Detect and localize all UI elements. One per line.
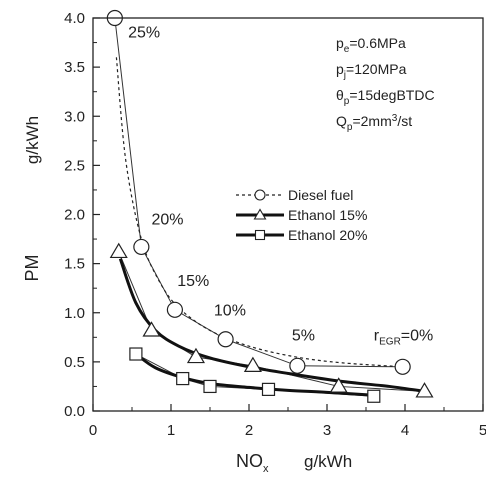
ethanol-20-curve [135, 352, 374, 397]
diesel-fuel-curve [115, 57, 403, 368]
ethanol-20-point [367, 389, 381, 403]
legend-marker-diesel-fuel [254, 189, 266, 201]
y-tick-label: 3.0 [64, 108, 85, 125]
y-tick-label: 0.5 [64, 354, 85, 371]
diesel-fuel-point [394, 358, 411, 375]
legend-label-ethanol-15: Ethanol 15% [288, 207, 367, 223]
y-tick-label: 0.0 [64, 403, 85, 420]
ethanol-15-point [243, 356, 262, 373]
conditions-box: pe=0.6MPa pj=120MPa θp=15degBTDC Qp=2mm3/st [336, 35, 435, 133]
axes: 0 1 2 3 4 5 0.0 0.5 1.0 1.5 2.0 2.5 3.0 3.5 4.0 NOx g/kW… [22, 10, 486, 475]
diesel-fuel-point [217, 331, 234, 348]
condition-line: Qp=2mm3/st [336, 113, 412, 133]
x-axis-title: NOx [236, 451, 269, 475]
y-tick-label: 3.5 [64, 59, 85, 76]
legend-label-ethanol-20: Ethanol 20% [288, 227, 367, 243]
ethanol-15-point [186, 347, 206, 364]
legend-marker-ethanol-15 [253, 208, 267, 220]
diesel-fuel-point [166, 301, 183, 318]
egr-annotation: 25% [128, 25, 160, 42]
ethanol-20-point [129, 347, 143, 361]
x-tick-label: 1 [167, 422, 175, 439]
egr-annotation: 15% [177, 273, 209, 290]
egr-zero-label: rEGR=0% [374, 327, 433, 347]
egr-annotation: 10% [214, 303, 246, 320]
egr-annotation: 20% [152, 211, 184, 228]
y-axis-unit: g/kWh [23, 116, 42, 164]
x-tick-label: 2 [245, 422, 253, 439]
legend-marker-ethanol-20 [254, 229, 266, 241]
x-tick-label: 4 [401, 422, 409, 439]
y-tick-label: 1.5 [64, 256, 85, 273]
legend: Diesel fuel Ethanol 15% Ethanol 20% [236, 187, 367, 243]
condition-line: pj=120MPa [336, 61, 407, 81]
condition-line: θp=15degBTDC [336, 87, 435, 107]
diesel-fuel-point [133, 238, 150, 256]
condition-line: pe=0.6MPa [336, 35, 406, 55]
x-tick-label: 5 [479, 422, 486, 439]
y-tick-label: 4.0 [64, 10, 85, 27]
annotations: 25% 20% 15% 10% 5% rEGR=0% [128, 25, 433, 348]
series-markers [106, 9, 434, 403]
ethanol-15-curve [118, 258, 425, 393]
ethanol-20-point [176, 371, 190, 386]
ethanol-20-point [261, 382, 276, 396]
x-tick-label: 3 [323, 422, 331, 439]
y-tick-label: 1.0 [64, 305, 85, 322]
ethanol-15-point [142, 321, 161, 337]
x-axis-unit: g/kWh [304, 452, 352, 471]
legend-label-diesel-fuel: Diesel fuel [288, 187, 353, 203]
y-axis-title: PM [22, 255, 42, 282]
ethanol-20-point [203, 379, 217, 394]
ethanol-15-point [109, 242, 128, 259]
egr-annotation: 5% [292, 327, 315, 344]
y-tick-label: 2.5 [64, 157, 85, 174]
x-tick-label: 0 [89, 422, 97, 439]
y-tick-label: 2.0 [64, 207, 85, 224]
ethanol-15-point [329, 377, 348, 393]
diesel-fuel-point [289, 357, 306, 374]
ethanol-15-point [415, 382, 434, 398]
